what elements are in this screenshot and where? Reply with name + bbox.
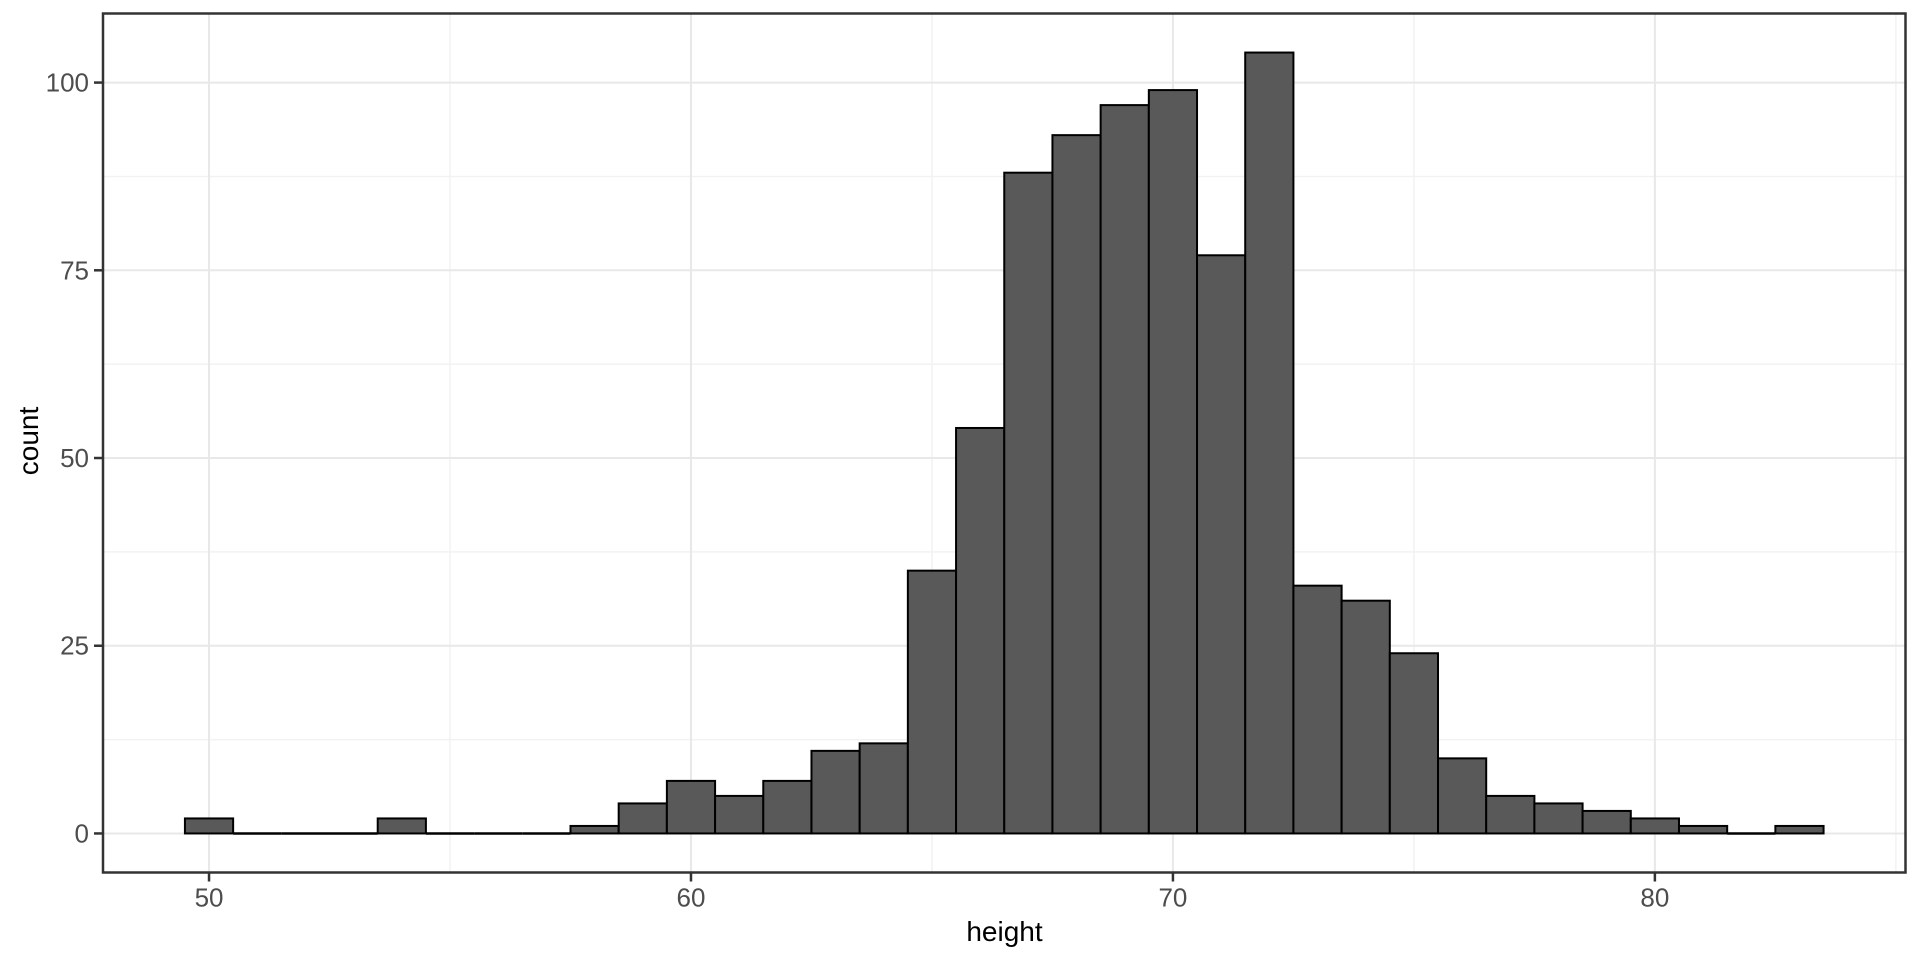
histogram-bar	[1340, 599, 1391, 835]
histogram-bar	[1388, 652, 1440, 835]
histogram-bar	[955, 426, 1006, 835]
histogram-bar	[1629, 817, 1680, 835]
histogram-bar	[1774, 824, 1825, 835]
y-tick-label: 50	[60, 443, 89, 473]
histogram-bar	[1533, 802, 1584, 835]
histogram-bar	[1485, 794, 1536, 835]
panel-border	[101, 12, 1907, 874]
histogram-bar	[1003, 171, 1054, 835]
histogram-bar	[569, 824, 620, 835]
histogram-bar	[183, 817, 235, 835]
histogram-bar	[1581, 809, 1632, 835]
histogram-bar	[1099, 104, 1150, 835]
histogram-bar	[376, 817, 427, 835]
x-tick-label: 60	[677, 883, 706, 913]
histogram-bar	[810, 749, 861, 835]
y-tick-label: 25	[60, 631, 89, 661]
y-tick-label: 100	[46, 68, 89, 98]
histogram-bar	[906, 569, 958, 835]
histogram-bar	[1147, 89, 1199, 835]
histogram-bar	[665, 779, 717, 835]
histogram-bar	[1244, 51, 1295, 835]
y-axis-title: count	[13, 406, 44, 476]
y-tick-label: 75	[60, 255, 89, 285]
histogram-bar	[1437, 757, 1488, 835]
histogram-bar	[617, 802, 668, 835]
x-tick-label: 80	[1640, 883, 1669, 913]
y-tick-label: 0	[75, 818, 89, 848]
histogram-bar	[1292, 584, 1343, 835]
x-tick-label: 70	[1158, 883, 1187, 913]
x-axis-title: height	[966, 916, 1043, 947]
histogram-bar	[1677, 824, 1729, 835]
histogram-bar	[1196, 254, 1247, 835]
histogram-bar	[1051, 134, 1102, 835]
histogram-bar	[858, 742, 909, 835]
x-tick-label: 50	[195, 883, 224, 913]
histogram-bar	[714, 794, 765, 835]
histogram-bar	[762, 779, 813, 835]
